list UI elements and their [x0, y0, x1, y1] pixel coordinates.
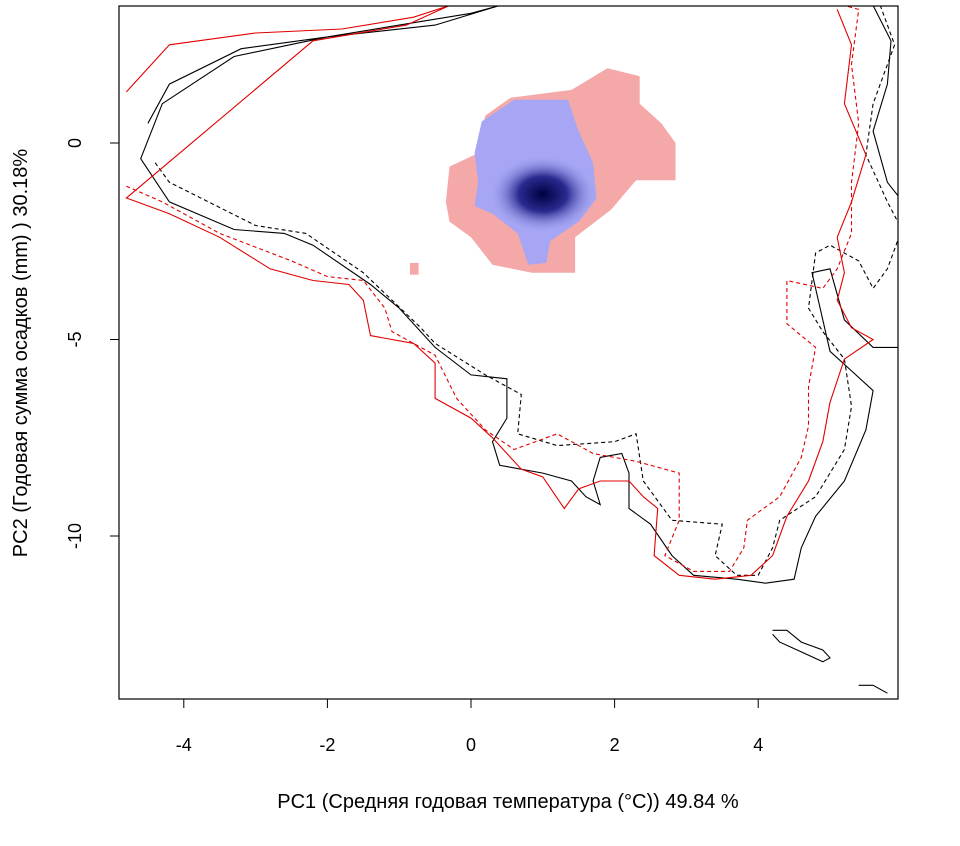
- x-tick-label: 2: [610, 735, 620, 755]
- y-axis-title: PC2 (Годовая сумма осадков (mm) ) 30.18%: [10, 149, 32, 558]
- plot-data-layer: [125, 6, 898, 694]
- contour-line-black-solid-5: [858, 684, 888, 694]
- x-tick-label: 4: [753, 735, 763, 755]
- contour-line-black-dashed-1: [154, 6, 898, 576]
- y-tick-label: -5: [65, 331, 85, 347]
- contour-line-black-solid-0: [140, 6, 898, 584]
- contour-line-black-solid-4: [772, 629, 831, 663]
- x-tick-label: -2: [319, 735, 335, 755]
- contour-line-red-solid-2: [125, 6, 875, 580]
- y-tick-label: -10: [65, 523, 85, 549]
- heatmap-cell-non-overlap-0: [410, 262, 419, 275]
- heatmap-overlap-core: [489, 155, 597, 234]
- x-tick-label: 0: [466, 735, 476, 755]
- y-axis: 0 -5 -10: [65, 138, 119, 549]
- x-axis: -4 -2 0 2 4: [176, 699, 763, 755]
- x-axis-title: PC1 (Средняя годовая температура (°C)) 4…: [277, 791, 739, 813]
- contour-line-red-dashed-3: [126, 6, 860, 572]
- y-tick-label: 0: [65, 138, 85, 148]
- x-tick-label: -4: [176, 735, 192, 755]
- plot-frame: [118, 5, 899, 700]
